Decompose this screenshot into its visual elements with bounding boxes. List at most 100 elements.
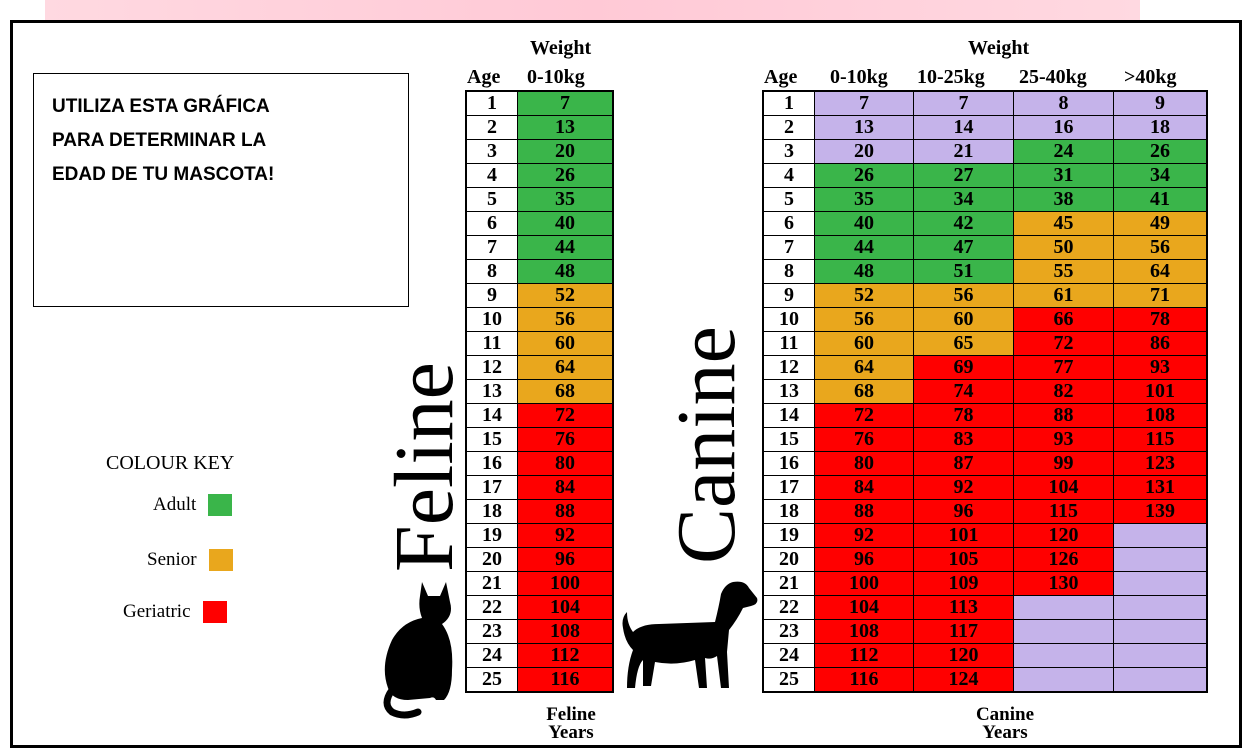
canine-years-cell: 60 — [913, 307, 1014, 332]
feline-row: 23 108 — [465, 619, 614, 644]
canine-age-cell: 3 — [762, 139, 815, 164]
feline-years-cell: 48 — [517, 259, 614, 284]
canine-years-cell: 52 — [814, 283, 914, 308]
canine-years-cell: 66 — [1013, 307, 1114, 332]
colour-key-title: COLOUR KEY — [106, 452, 235, 474]
feline-age-header: Age — [467, 66, 501, 88]
canine-years-cell: 26 — [1113, 139, 1208, 164]
canine-years-cell: 27 — [913, 163, 1014, 188]
feline-age-cell: 2 — [465, 115, 518, 140]
canine-years-cell: 108 — [814, 619, 914, 644]
canine-years-cell: 92 — [814, 523, 914, 548]
feline-age-cell: 24 — [465, 643, 518, 668]
feline-age-cell: 17 — [465, 475, 518, 500]
feline-years-cell: 92 — [517, 523, 614, 548]
canine-years-cell: 123 — [1113, 451, 1208, 476]
canine-age-cell: 2 — [762, 115, 815, 140]
canine-col-header-0: 0-10kg — [830, 66, 888, 88]
dog-silhouette-icon — [622, 581, 758, 688]
canine-table-body: 1 7 7 8 9 2 13 14 16 18 3 20 21 24 26 4 26 27 31 34 5 35 34 38 4… — [762, 90, 1208, 693]
feline-row: 14 72 — [465, 403, 614, 428]
canine-row: 3 20 21 24 26 — [762, 139, 1208, 164]
feline-years-cell: 40 — [517, 211, 614, 236]
top-bar — [0, 0, 1251, 20]
canine-years-cell: 44 — [814, 235, 914, 260]
canine-years-cell: 78 — [1113, 307, 1208, 332]
canine-years-cell: 93 — [1113, 355, 1208, 380]
canine-age-cell: 7 — [762, 235, 815, 260]
feline-age-cell: 11 — [465, 331, 518, 356]
canine-years-cell: 21 — [913, 139, 1014, 164]
canine-row: 15 76 83 93 115 — [762, 427, 1208, 452]
canine-row: 25 116 124 — [762, 667, 1208, 693]
feline-years-cell: 64 — [517, 355, 614, 380]
canine-years-cell: 116 — [814, 667, 914, 693]
canine-years-cell: 100 — [814, 571, 914, 596]
top-bar-accent — [45, 0, 1140, 20]
note-line-3: EDAD DE TU MASCOTA! — [52, 164, 275, 185]
canine-years-cell: 82 — [1013, 379, 1114, 404]
canine-years-cell — [1013, 595, 1114, 620]
canine-weight-header: Weight — [968, 37, 1030, 59]
key-item-geriatric: Geriatric — [123, 601, 227, 623]
canine-years-cell: 14 — [913, 115, 1014, 140]
canine-age-cell: 10 — [762, 307, 815, 332]
feline-age-cell: 4 — [465, 163, 518, 188]
canine-years-cell: 56 — [913, 283, 1014, 308]
feline-age-cell: 21 — [465, 571, 518, 596]
canine-years-cell: 31 — [1013, 163, 1114, 188]
canine-row: 12 64 69 77 93 — [762, 355, 1208, 380]
feline-row: 12 64 — [465, 355, 614, 380]
feline-years-cell: 13 — [517, 115, 614, 140]
canine-row: 18 88 96 115 139 — [762, 499, 1208, 524]
feline-age-cell: 15 — [465, 427, 518, 452]
canine-years-cell: 117 — [913, 619, 1014, 644]
canine-years-cell — [1013, 643, 1114, 668]
canine-row: 20 96 105 126 — [762, 547, 1208, 572]
feline-row: 22 104 — [465, 595, 614, 620]
canine-years-cell: 61 — [1013, 283, 1114, 308]
canine-age-cell: 24 — [762, 643, 815, 668]
canine-years-cell: 86 — [1113, 331, 1208, 356]
key-label-geriatric: Geriatric — [123, 601, 191, 622]
canine-age-cell: 19 — [762, 523, 815, 548]
canine-age-header: Age — [764, 66, 798, 88]
feline-years-cell: 44 — [517, 235, 614, 260]
canine-row: 16 80 87 99 123 — [762, 451, 1208, 476]
canine-age-cell: 22 — [762, 595, 815, 620]
note-line-2: PARA DETERMINAR LA — [52, 130, 267, 151]
canine-col-header-3: >40kg — [1124, 66, 1177, 88]
canine-years-cell: 108 — [1113, 403, 1208, 428]
canine-years-cell: 99 — [1013, 451, 1114, 476]
canine-years-cell: 84 — [814, 475, 914, 500]
canine-years-cell: 71 — [1113, 283, 1208, 308]
canine-age-cell: 8 — [762, 259, 815, 284]
canine-row: 24 112 120 — [762, 643, 1208, 668]
canine-row: 23 108 117 — [762, 619, 1208, 644]
canine-age-cell: 13 — [762, 379, 815, 404]
feline-age-cell: 1 — [465, 90, 518, 116]
canine-years-cell: 8 — [1013, 90, 1114, 116]
feline-years-cell: 116 — [517, 667, 614, 693]
canine-years-cell: 113 — [913, 595, 1014, 620]
canine-years-cell: 109 — [913, 571, 1014, 596]
feline-years-cell: 88 — [517, 499, 614, 524]
canine-years-cell: 77 — [1013, 355, 1114, 380]
canine-years-cell: 83 — [913, 427, 1014, 452]
canine-years-cell — [1113, 547, 1208, 572]
canine-years-cell: 64 — [1113, 259, 1208, 284]
feline-row: 8 48 — [465, 259, 614, 284]
canine-years-cell: 93 — [1013, 427, 1114, 452]
canine-years-cell: 96 — [814, 547, 914, 572]
instruction-note: UTILIZA ESTA GRÁFICA PARA DETERMINAR LA … — [33, 73, 409, 307]
canine-age-cell: 20 — [762, 547, 815, 572]
canine-years-cell: 60 — [814, 331, 914, 356]
canine-years-cell — [1113, 595, 1208, 620]
feline-years-cell: 96 — [517, 547, 614, 572]
canine-years-cell: 45 — [1013, 211, 1114, 236]
canine-age-cell: 14 — [762, 403, 815, 428]
feline-col-header-0: 0-10kg — [527, 66, 585, 88]
canine-years-cell: 96 — [913, 499, 1014, 524]
feline-table-body: 1 7 2 13 3 20 4 26 5 35 6 40 7 44 8 48 9 52 10 56 11 60 12 64 13… — [465, 90, 614, 693]
